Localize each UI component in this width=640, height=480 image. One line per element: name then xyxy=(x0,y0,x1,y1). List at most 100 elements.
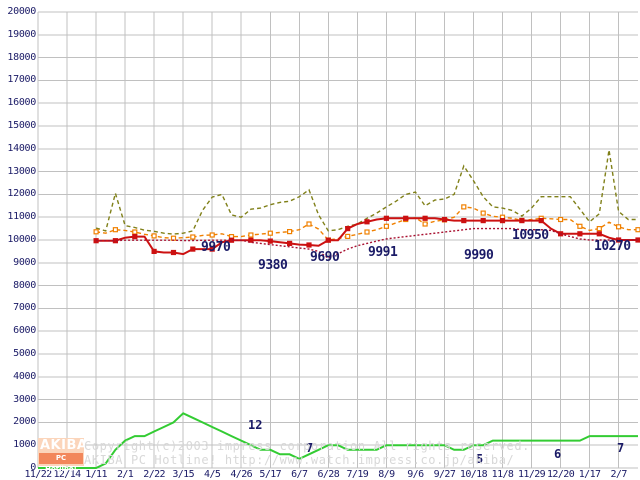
price-point-label: 9991 xyxy=(368,245,398,260)
x-axis-tick-label: 6/28 xyxy=(317,469,340,480)
x-axis-tick-label: 1/11 xyxy=(85,469,107,480)
shop-count-label: 6 xyxy=(554,447,562,461)
x-axis-tick-label: 3/15 xyxy=(172,469,194,480)
series-marker-mode-price xyxy=(519,218,525,224)
series-marker-average-price xyxy=(480,210,486,216)
y-axis-tick-label: 13000 xyxy=(7,165,36,177)
y-axis-tick-label: 3000 xyxy=(13,393,36,405)
series-marker-average-price xyxy=(577,223,583,229)
shop-count-label: 7 xyxy=(617,441,625,455)
x-axis-tick-label: 10/18 xyxy=(459,469,488,480)
series-marker-mode-price xyxy=(499,218,506,224)
series-marker-mode-price xyxy=(345,226,351,232)
y-axis-tick-label: 16000 xyxy=(7,97,36,109)
series-marker-mode-price xyxy=(132,234,138,240)
series-marker-average-price xyxy=(615,224,622,230)
x-axis-tick-label: 1/17 xyxy=(578,469,601,480)
x-axis-tick-label: 12/20 xyxy=(547,469,575,480)
x-axis-tick-label: 8/9 xyxy=(378,469,395,480)
series-marker-mode-price xyxy=(441,216,448,223)
series-marker-mode-price xyxy=(422,215,428,221)
series-marker-average-price xyxy=(267,230,273,236)
series-marker-average-price xyxy=(635,227,640,233)
series-marker-mode-price xyxy=(170,249,177,256)
series-marker-average-price xyxy=(364,229,370,235)
series-marker-mode-price xyxy=(364,219,370,225)
series-marker-mode-price xyxy=(383,215,389,221)
x-axis-tick-label: 7/19 xyxy=(346,469,369,480)
series-marker-average-price xyxy=(93,229,99,235)
x-axis-tick-label: 4/5 xyxy=(204,469,221,480)
y-axis-tick-label: 5000 xyxy=(13,348,36,359)
series-marker-average-price xyxy=(422,221,428,227)
x-axis-tick-label: 9/27 xyxy=(433,469,456,480)
y-axis-tick-label: 4000 xyxy=(13,370,36,382)
y-axis-tick-label: 6000 xyxy=(13,325,36,337)
x-axis-tick-label: 4/26 xyxy=(230,469,253,480)
series-line-min-price xyxy=(96,227,638,260)
series-marker-mode-price xyxy=(190,246,196,252)
series-line-shop-count xyxy=(38,412,638,469)
y-axis-tick-label: 0 xyxy=(30,462,36,473)
series-marker-mode-price xyxy=(306,242,312,248)
series-marker-mode-price xyxy=(325,237,331,243)
series-marker-average-price xyxy=(345,233,351,239)
price-point-label: 10950 xyxy=(512,228,549,243)
y-axis-tick-label: 1000 xyxy=(13,439,36,451)
series-marker-average-price xyxy=(209,232,215,238)
series-marker-mode-price xyxy=(577,231,583,237)
series-marker-average-price xyxy=(287,229,293,235)
series-marker-average-price xyxy=(248,232,254,238)
x-axis-tick-label: 9/6 xyxy=(407,469,424,480)
x-axis-tick-label: 6/7 xyxy=(291,469,308,480)
series-marker-average-price xyxy=(112,227,119,233)
series-marker-mode-price xyxy=(461,218,467,224)
series-marker-mode-price xyxy=(403,215,409,221)
y-axis-tick-label: 14000 xyxy=(7,142,36,154)
price-point-label: 9990 xyxy=(464,248,494,263)
price-point-label: 10270 xyxy=(594,239,631,254)
y-axis-tick-label: 19000 xyxy=(7,28,36,40)
series-marker-average-price xyxy=(190,234,196,240)
series-marker-average-price xyxy=(596,226,602,232)
y-axis-tick-label: 2000 xyxy=(13,416,36,428)
series-marker-mode-price xyxy=(538,218,544,224)
y-axis-tick-label: 10000 xyxy=(7,234,36,245)
x-axis-tick-label: 11/22 xyxy=(24,469,52,480)
shop-count-label: 7 xyxy=(306,441,314,455)
series-marker-average-price xyxy=(557,216,564,223)
price-point-label: 9970 xyxy=(201,240,231,255)
series-line-max-price xyxy=(95,149,638,235)
y-axis-tick-label: 17000 xyxy=(7,74,36,86)
series-marker-average-price xyxy=(461,204,467,210)
y-axis-tick-label: 9000 xyxy=(13,256,36,268)
y-axis-tick-label: 11000 xyxy=(7,211,36,223)
shop-count-label: 5 xyxy=(476,452,484,466)
x-axis-tick-label: 2/22 xyxy=(143,469,165,480)
x-axis-tick-label: 11/8 xyxy=(491,469,514,480)
series-layer xyxy=(38,149,640,469)
series-marker-average-price xyxy=(151,233,157,239)
y-axis-tick-label: 20000 xyxy=(7,6,36,17)
x-axis-tick-label: 2/1 xyxy=(116,469,134,480)
series-marker-average-price xyxy=(306,221,312,227)
y-axis-tick-label: 12000 xyxy=(7,188,36,200)
x-axis-tick-label: 5/17 xyxy=(259,469,282,480)
series-marker-mode-price xyxy=(596,231,602,237)
y-axis-tick-label: 18000 xyxy=(7,51,36,63)
series-marker-mode-price xyxy=(209,246,215,252)
y-axis-tick-label: 8000 xyxy=(13,279,36,291)
series-marker-mode-price xyxy=(151,248,157,254)
series-marker-mode-price xyxy=(287,240,293,246)
shop-count-label: 12 xyxy=(248,418,263,432)
price-point-label: 9690 xyxy=(310,250,340,265)
series-marker-average-price xyxy=(132,229,138,235)
y-axis-tick-label: 7000 xyxy=(13,302,36,314)
x-axis-tick-label: 12/14 xyxy=(53,469,81,480)
price-point-label: 9380 xyxy=(258,258,288,273)
series-marker-average-price xyxy=(383,223,389,229)
y-axis-tick-label: 15000 xyxy=(7,120,36,131)
series-marker-mode-price xyxy=(267,238,273,244)
